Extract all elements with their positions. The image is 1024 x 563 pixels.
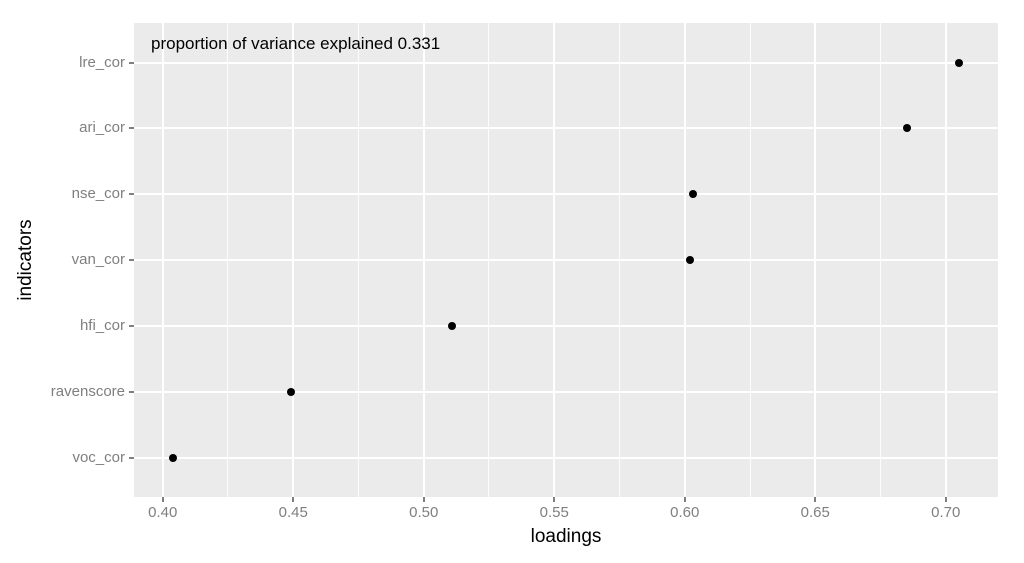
x-tick-label: 0.45 [278,504,308,521]
plot-panel [134,23,998,497]
y-gridline-major [134,390,998,393]
x-tick [683,497,686,502]
y-tick-label: van_cor [71,251,125,268]
y-tick [129,456,134,459]
y-tick [129,390,134,393]
x-tick-label: 0.50 [409,504,439,521]
y-tick [129,61,134,64]
annotation-text: proportion of variance explained 0.331 [151,34,441,53]
y-tick [129,324,134,327]
x-tick [422,497,425,502]
x-tick-label: 0.60 [670,504,700,521]
x-tick [944,497,947,502]
data-point [902,124,911,133]
x-tick [814,497,817,502]
y-tick [129,127,134,130]
y-tick-label: ari_cor [79,119,125,137]
data-point [448,321,457,330]
x-tick-label: 0.70 [931,504,961,521]
data-point [286,387,295,396]
y-tick-label: nse_cor [71,185,125,203]
data-point [169,453,178,462]
x-tick [292,497,295,502]
y-tick-label: voc_cor [72,448,125,466]
y-gridline-major [134,259,998,261]
y-tick-label: ravenscore [50,382,125,400]
x-tick [553,497,556,502]
data-point [685,256,694,264]
y-gridline-major [134,193,998,196]
x-tick [161,497,164,502]
x-axis-title: loadings [530,526,602,547]
y-tick [129,193,134,196]
y-gridline-major [134,61,998,64]
y-tick-label: lre_cor [79,53,125,71]
y-gridline-major [134,324,998,327]
x-tick-label: 0.55 [539,504,569,521]
x-tick-label: 0.40 [148,504,178,521]
data-point [954,58,963,67]
y-gridline-major [134,456,998,459]
y-tick-label: hfi_cor [79,316,125,334]
y-gridline-major [134,127,998,130]
data-point [688,190,697,199]
x-tick-label: 0.65 [800,504,830,521]
y-tick [129,259,134,261]
